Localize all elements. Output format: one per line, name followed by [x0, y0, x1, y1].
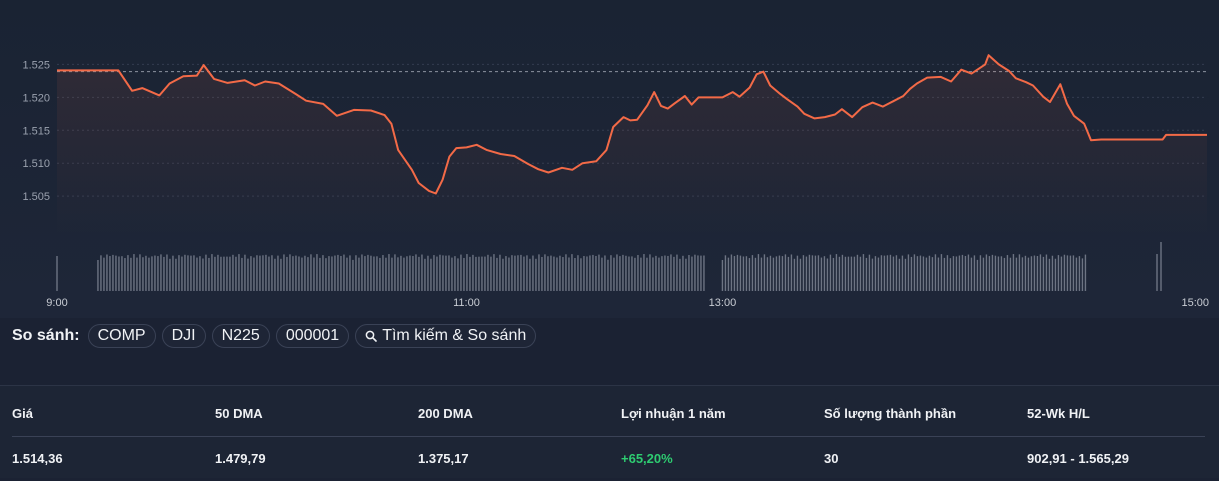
compare-chip-000001[interactable]: 000001 — [275, 324, 350, 348]
magnifier-icon — [365, 330, 378, 342]
value-price: 1.514,36 — [12, 451, 63, 466]
x-tick-label: 15:00 — [1181, 297, 1209, 309]
price-chart-svg: 1.525 1.520 1.515 1.510 1.505 9:00 11:00 13:00… — [22, 54, 1209, 309]
search-compare-button[interactable]: Tìm kiếm & So sánh — [355, 324, 537, 348]
compare-label: So sánh: — [12, 327, 80, 344]
y-tick-label: 1.505 — [22, 191, 50, 203]
compare-bar: So sánh: COMP DJI N225 000001 Tìm kiếm &… — [12, 323, 537, 349]
value-52wk-hl: 902,91 - 1.565,29 — [1027, 451, 1129, 466]
price-area — [57, 55, 1207, 237]
compare-chip-label: COMP — [97, 327, 146, 344]
stats-table: Giá 50 DMA 200 DMA Lợi nhuận 1 năm Số lư… — [0, 385, 1219, 478]
header-constituents: Số lượng thành phần — [824, 406, 957, 421]
header-50dma: 50 DMA — [215, 406, 263, 421]
value-200dma: 1.375,17 — [418, 451, 469, 466]
value-1y-return: +65,20% — [621, 451, 673, 466]
compare-chip-label: N225 — [221, 327, 260, 344]
y-tick-label: 1.515 — [22, 125, 50, 137]
compare-chip-label: 000001 — [285, 327, 340, 344]
compare-chip-label: DJI — [171, 327, 196, 344]
price-line — [57, 54, 1207, 195]
stats-header-row: Giá 50 DMA 200 DMA Lợi nhuận 1 năm Số lư… — [12, 392, 1205, 437]
price-chart[interactable]: 1.525 1.520 1.515 1.510 1.505 9:00 11:00 13:00… — [0, 0, 1219, 318]
y-tick-label: 1.520 — [22, 92, 50, 104]
header-1y-return: Lợi nhuận 1 năm — [621, 406, 726, 421]
y-tick-label: 1.525 — [22, 59, 50, 71]
stats-value-row: 1.514,36 1.479,79 1.375,17 +65,20% 30 90… — [12, 437, 1205, 481]
x-tick-label: 13:00 — [709, 297, 737, 309]
value-constituents: 30 — [824, 451, 839, 466]
x-tick-label: 11:00 — [453, 297, 480, 309]
y-tick-label: 1.510 — [22, 158, 50, 170]
search-compare-label: Tìm kiếm & So sánh — [382, 327, 527, 344]
header-200dma: 200 DMA — [418, 406, 473, 421]
header-price: Giá — [12, 406, 33, 421]
value-50dma: 1.479,79 — [215, 451, 266, 466]
header-52wk-hl: 52-Wk H/L — [1027, 406, 1090, 421]
compare-chip-comp[interactable]: COMP — [87, 324, 156, 348]
x-tick-label: 9:00 — [46, 297, 67, 309]
compare-chip-dji[interactable]: DJI — [161, 324, 206, 348]
compare-chip-n225[interactable]: N225 — [211, 324, 270, 348]
